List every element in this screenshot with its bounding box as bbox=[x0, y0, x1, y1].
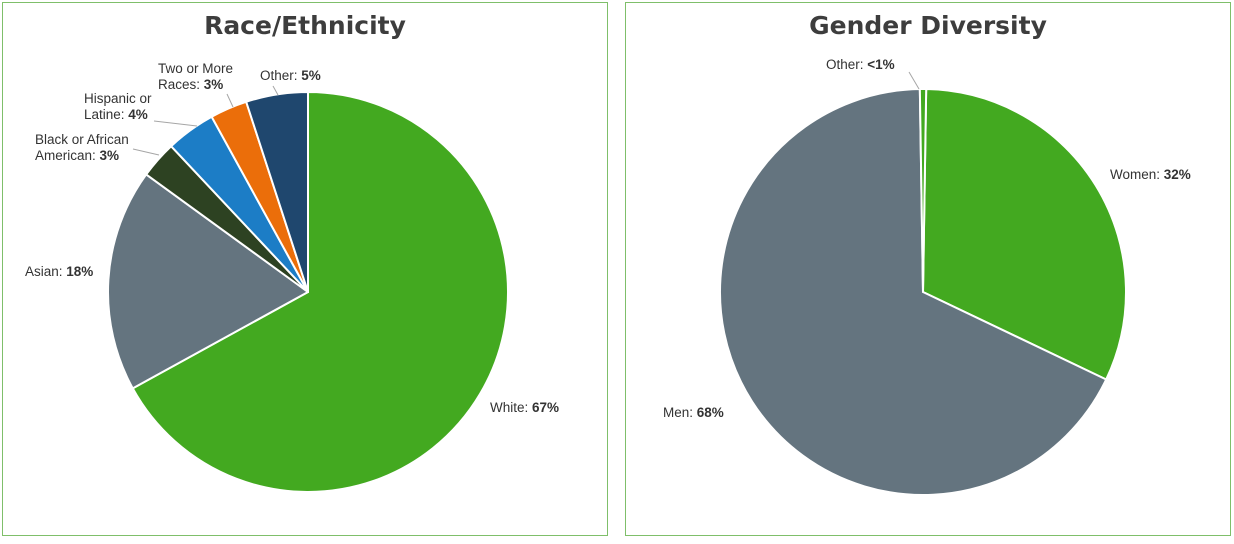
data-label-two-or-more-races: Two or More Races: 3% bbox=[158, 61, 233, 92]
pie-slice-asian bbox=[107, 173, 309, 390]
gender-diversity-panel: Gender Diversity Women: 32% Men: 68% Other… bbox=[625, 2, 1231, 536]
leader-line-other bbox=[908, 71, 920, 90]
leader-line-two-or-more-races bbox=[226, 93, 234, 108]
data-label-women: Women: 32% bbox=[1110, 167, 1191, 182]
pie-slice-women bbox=[922, 88, 1127, 381]
leader-line-hispanic-or-latine bbox=[153, 120, 198, 127]
pie-slice-other bbox=[245, 91, 309, 293]
gender-diversity-title: Gender Diversity bbox=[809, 11, 1047, 40]
pie-slice-white bbox=[131, 91, 509, 493]
race-ethnicity-title: Race/Ethnicity bbox=[204, 11, 406, 40]
leader-line-black-or-african-american bbox=[132, 148, 160, 156]
race-ethnicity-pie-chart: White: 67% Asian: 18% Black or African Amer… bbox=[25, 61, 559, 493]
data-label-other: Other: 5% bbox=[260, 68, 321, 83]
data-label-asian: Asian: 18% bbox=[25, 264, 93, 279]
leader-line-other bbox=[272, 85, 279, 96]
data-label-other: Other: <1% bbox=[826, 57, 895, 72]
pie-slice-other bbox=[918, 88, 928, 293]
data-label-men: Men: 68% bbox=[663, 405, 724, 420]
data-label-hispanic-or-latine: Hispanic or Latine: 4% bbox=[84, 91, 152, 122]
gender-diversity-pie-chart: Women: 32% Men: 68% Other: <1% bbox=[663, 57, 1191, 496]
data-label-black-or-african-american: Black or African American: 3% bbox=[35, 132, 129, 163]
data-label-white: White: 67% bbox=[490, 400, 559, 415]
pie-slice-men bbox=[719, 88, 1108, 496]
race-ethnicity-panel: Race/Ethnicity White: 67% Asian: 18% Black… bbox=[2, 2, 608, 536]
